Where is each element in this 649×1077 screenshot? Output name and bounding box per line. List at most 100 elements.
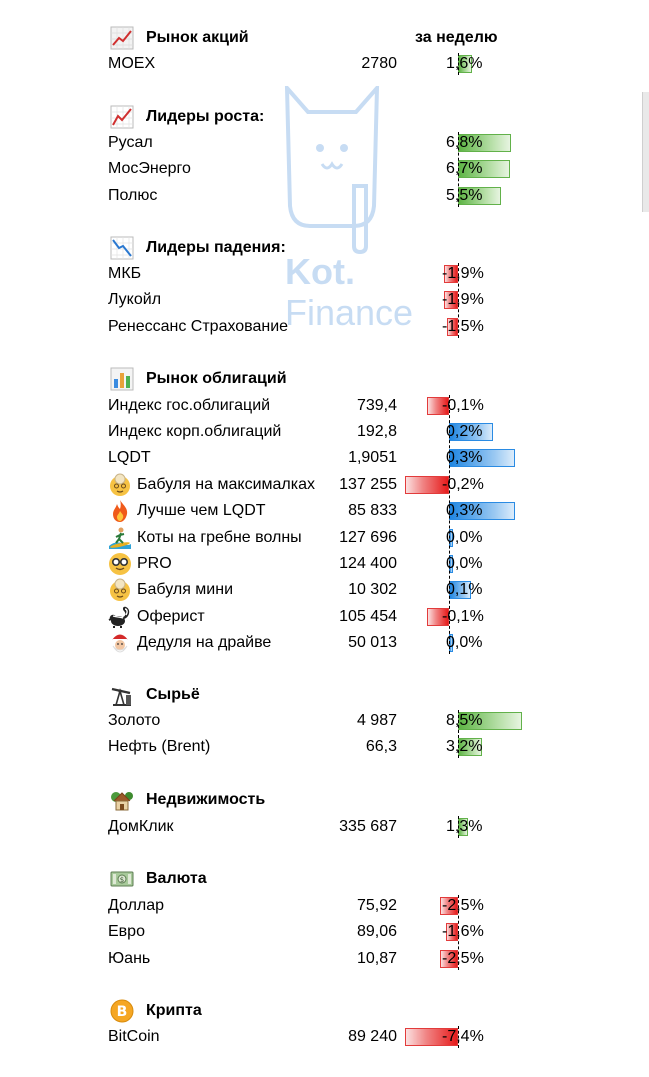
bitcoin-icon: B xyxy=(110,999,134,1023)
row-value: 124 400 xyxy=(339,555,397,572)
change-percent: -1,9% xyxy=(442,291,484,308)
section-title: Рынок облигаций xyxy=(146,370,287,387)
change-percent: 0,3% xyxy=(446,502,483,519)
row-value: 137 255 xyxy=(339,476,397,493)
row-name: Русал xyxy=(108,134,153,151)
grandma-icon xyxy=(108,473,132,497)
period-header: за неделю xyxy=(415,29,498,46)
change-bar xyxy=(447,318,458,336)
cat-watermark-icon xyxy=(284,86,380,254)
change-bar xyxy=(405,1028,458,1046)
change-percent: 0,1% xyxy=(446,581,483,598)
row-value: 10,87 xyxy=(356,950,397,967)
section-title: Сырьё xyxy=(146,686,200,703)
row-value: 50 013 xyxy=(348,634,397,651)
change-percent: 0,0% xyxy=(446,555,483,572)
bar-chart-icon xyxy=(110,367,134,391)
row-value: 4 987 xyxy=(356,712,397,729)
banknote-icon: $ xyxy=(110,867,134,891)
watermark-line1: Kot. xyxy=(285,251,355,292)
scrollbar-edge xyxy=(642,92,649,212)
house-icon xyxy=(110,788,134,812)
change-percent: -7,4% xyxy=(442,1028,484,1045)
row-value: 89,06 xyxy=(356,923,397,940)
change-percent: -1,5% xyxy=(442,318,484,335)
row-name: Нефть (Brent) xyxy=(108,738,211,755)
oil-pump-icon xyxy=(110,683,134,707)
change-percent: 0,2% xyxy=(446,423,483,440)
row-value: 2780 xyxy=(361,55,397,72)
change-percent: 0,0% xyxy=(446,529,483,546)
row-name: Коты на гребне волны xyxy=(137,529,302,546)
row-name: LQDT xyxy=(108,449,151,466)
change-percent: -1,6% xyxy=(442,923,484,940)
change-percent: 0,3% xyxy=(446,449,483,466)
change-bar xyxy=(440,897,458,915)
section-title: Рынок акций xyxy=(146,29,249,46)
row-value: 335 687 xyxy=(339,818,397,835)
chart-up-icon xyxy=(110,26,134,50)
change-percent: -0,2% xyxy=(442,476,484,493)
chart-falling-icon xyxy=(110,236,134,260)
bar-axis xyxy=(458,132,459,207)
row-name: Лукойл xyxy=(108,291,162,308)
row-value: 105 454 xyxy=(339,608,397,625)
row-name: MOEX xyxy=(108,55,156,72)
watermark-line2: Finance xyxy=(285,292,414,333)
row-name: МКБ xyxy=(108,265,142,282)
row-value: 127 696 xyxy=(339,529,397,546)
row-value: 10 302 xyxy=(348,581,397,598)
chart-rising-icon xyxy=(110,105,134,129)
change-percent: -0,1% xyxy=(442,608,484,625)
row-name: Индекс гос.облигаций xyxy=(108,397,271,414)
bar-axis xyxy=(458,710,459,758)
change-bar xyxy=(427,397,449,415)
row-name: Бабуля мини xyxy=(137,581,234,598)
change-percent: -1,9% xyxy=(442,265,484,282)
change-bar xyxy=(446,923,458,941)
row-name: Лучше чем LQDT xyxy=(137,502,266,519)
bar-axis xyxy=(458,53,459,75)
change-bar xyxy=(405,476,449,494)
row-name: Полюс xyxy=(108,187,158,204)
change-percent: -2,5% xyxy=(442,950,484,967)
section-title: Недвижимость xyxy=(146,791,266,808)
change-percent: 6,7% xyxy=(446,160,483,177)
section-title: Валюта xyxy=(146,870,207,887)
skunk-icon xyxy=(108,605,132,629)
change-bar xyxy=(444,291,458,309)
row-value: 66,3 xyxy=(365,738,397,755)
row-name: Доллар xyxy=(108,897,165,914)
section-title: Лидеры падения: xyxy=(146,239,286,256)
svg-text:$: $ xyxy=(120,876,124,884)
row-name: ДомКлик xyxy=(108,818,174,835)
svg-text:B: B xyxy=(117,1004,128,1020)
row-value: 89 240 xyxy=(348,1028,397,1045)
change-percent: 1,3% xyxy=(446,818,483,835)
row-value: 192,8 xyxy=(356,423,397,440)
bar-axis xyxy=(458,895,459,970)
row-value: 739,4 xyxy=(356,397,397,414)
change-percent: 3,2% xyxy=(446,738,483,755)
row-name: Золото xyxy=(108,712,161,729)
grandma-icon xyxy=(108,578,132,602)
change-bar xyxy=(427,608,449,626)
row-name: Бабуля на максималках xyxy=(137,476,315,493)
santa-icon xyxy=(108,631,132,655)
surfer-icon xyxy=(108,526,132,550)
section-title: Лидеры роста: xyxy=(146,108,265,125)
bar-axis xyxy=(449,395,450,654)
change-percent: 1,6% xyxy=(446,55,483,72)
change-percent: -0,1% xyxy=(442,397,484,414)
bar-axis xyxy=(458,1026,459,1048)
nerd-icon xyxy=(108,552,132,576)
bar-axis xyxy=(458,263,459,338)
change-percent: 8,5% xyxy=(446,712,483,729)
change-percent: 0,0% xyxy=(446,634,483,651)
fire-icon xyxy=(108,499,132,523)
bar-axis xyxy=(458,816,459,838)
row-name: МосЭнерго xyxy=(108,160,191,177)
row-name: Евро xyxy=(108,923,145,940)
change-percent: 5,5% xyxy=(446,187,483,204)
